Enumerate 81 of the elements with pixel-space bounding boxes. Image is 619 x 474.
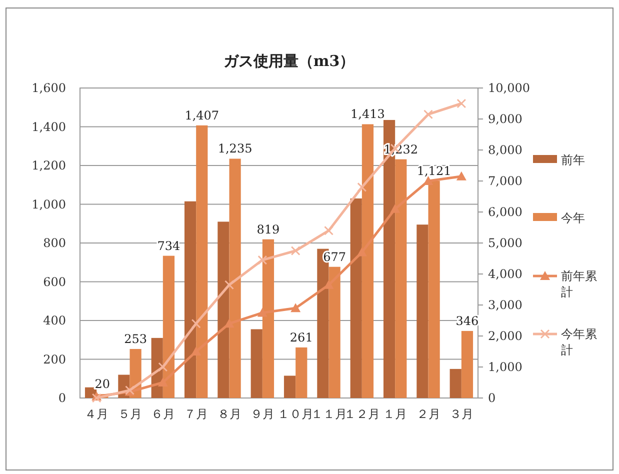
y-tick-label: 1,400 <box>32 120 66 134</box>
y2-tick-label: 8,000 <box>488 143 522 157</box>
point <box>456 171 466 180</box>
legend-label: 今年累計 <box>561 327 597 357</box>
point <box>191 318 201 328</box>
bar <box>250 329 262 398</box>
y2-tick-label: 0 <box>488 391 496 405</box>
legend-label: 前年 <box>561 153 585 167</box>
point <box>324 280 334 289</box>
data-label: 819 <box>256 222 280 236</box>
point <box>423 176 434 185</box>
bar <box>450 368 462 398</box>
y-tick-label: 1,600 <box>32 81 66 95</box>
y2-tick-label: 10,000 <box>488 81 530 95</box>
x-tick-label: ４月 <box>84 407 109 421</box>
bar <box>350 198 362 398</box>
bar <box>362 124 374 398</box>
point <box>224 318 234 328</box>
point <box>456 98 466 108</box>
point <box>158 362 168 372</box>
y2-tick-label: 1,000 <box>488 360 522 374</box>
y2-tick-label: 9,000 <box>488 112 522 126</box>
point <box>357 182 367 192</box>
data-label: 1,413 <box>350 107 385 122</box>
x-tick-label: ６月 <box>150 407 175 421</box>
data-label: 1,407 <box>184 108 220 122</box>
point <box>290 246 300 256</box>
bar <box>162 256 175 398</box>
bar <box>229 158 241 398</box>
y-tick-label: 1,200 <box>32 158 66 172</box>
bar <box>184 201 196 398</box>
point <box>424 110 433 120</box>
bar <box>395 159 407 398</box>
y2-tick-label: 6,000 <box>488 205 522 219</box>
legend-label: 今年 <box>561 211 585 225</box>
y-tick-label: 400 <box>43 314 66 328</box>
y-tick-label: 600 <box>43 274 66 289</box>
point <box>191 346 202 356</box>
data-label: 734 <box>157 238 181 253</box>
x-tick-label: １月 <box>383 407 408 421</box>
legend-label: 前年累計 <box>561 269 597 299</box>
y2-tick-label: 3,000 <box>488 298 522 312</box>
point <box>258 255 268 265</box>
x-tick-label: ９月 <box>250 407 274 421</box>
point <box>158 378 168 386</box>
bar <box>416 224 428 398</box>
data-label: 1,235 <box>218 142 252 156</box>
point <box>324 226 334 236</box>
bar <box>218 222 230 398</box>
data-label: 1,121 <box>416 164 452 178</box>
y-tick-label: 1,000 <box>32 197 66 212</box>
y2-tick-label: 2,000 <box>488 329 522 343</box>
data-label: 253 <box>124 332 148 346</box>
bar <box>328 266 340 398</box>
x-tick-label: ７月 <box>184 407 208 421</box>
point <box>290 303 301 312</box>
chart-title: ガス使用量（m3） <box>223 52 355 70</box>
x-tick-label: ５月 <box>118 407 142 421</box>
bar <box>196 125 208 398</box>
point <box>257 308 268 317</box>
bar <box>428 180 440 398</box>
bar <box>284 376 296 398</box>
bar <box>461 330 474 398</box>
point <box>92 393 102 403</box>
y2-tick-label: 4,000 <box>488 267 522 281</box>
point <box>356 247 367 256</box>
point <box>224 280 234 290</box>
data-label: 261 <box>290 330 313 344</box>
x-tick-label: ３月 <box>449 407 474 421</box>
point <box>390 204 400 213</box>
data-label: 20 <box>94 377 110 392</box>
x-tick-label: ８月 <box>217 407 242 421</box>
y-tick-label: 800 <box>43 236 66 250</box>
bar <box>296 347 308 398</box>
bar <box>262 239 274 398</box>
y2-tick-label: 7,000 <box>488 174 522 188</box>
y-tick-label: 0 <box>58 391 66 405</box>
data-label: 346 <box>456 314 479 328</box>
y-tick-label: 200 <box>43 352 66 366</box>
y2-tick-label: 5,000 <box>488 236 522 250</box>
x-tick-label: ２月 <box>416 407 440 421</box>
